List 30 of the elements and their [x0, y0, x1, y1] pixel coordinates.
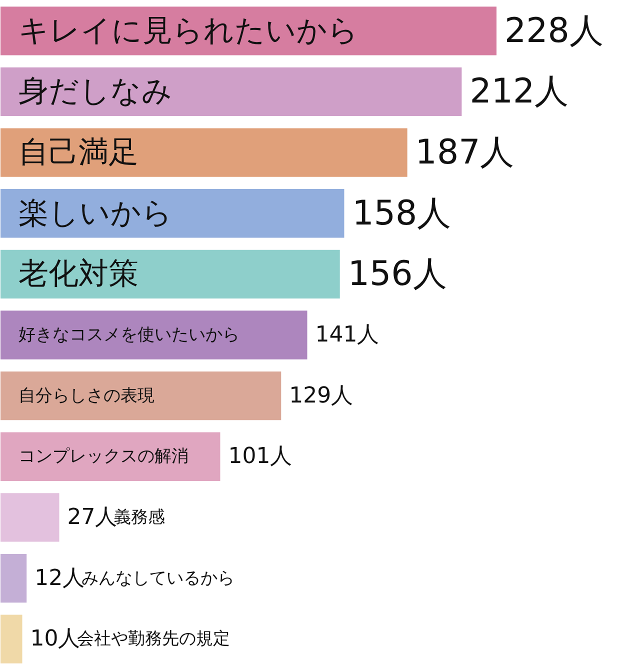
data-label: 27人	[67, 504, 118, 530]
bar	[0, 128, 408, 177]
data-label: 156人	[348, 254, 447, 294]
y-tick-label: 自分らしさの表現	[18, 386, 154, 406]
bar	[0, 614, 22, 664]
bar	[0, 493, 60, 542]
y-tick-label: 自己満足	[18, 135, 138, 170]
y-tick-label: 老化対策	[18, 256, 138, 292]
bar	[0, 189, 344, 238]
y-tick-label: 身だしなみ	[18, 74, 172, 110]
data-label: 228人	[504, 10, 604, 51]
bar	[0, 310, 308, 360]
bar	[0, 371, 282, 420]
bar	[0, 67, 462, 116]
y-tick-label: 好きなコスメを使いたいから	[18, 325, 240, 345]
bar	[0, 6, 496, 56]
data-label: 141人	[315, 322, 380, 348]
data-label: 12人	[34, 566, 85, 591]
data-label: 158人	[352, 193, 452, 234]
bar	[0, 432, 220, 481]
data-label: 187人	[415, 132, 514, 173]
y-tick-label: キレイに見られたいから	[18, 13, 358, 48]
data-label: 101人	[228, 444, 292, 470]
y-tick-label: コンプレックスの解消	[18, 446, 188, 467]
data-label: 212人	[470, 72, 569, 112]
bar	[0, 250, 340, 299]
data-label: 129人	[289, 383, 354, 408]
data-label: 10人	[30, 626, 80, 652]
bar	[0, 554, 27, 603]
y-tick-label: 楽しいから	[18, 196, 172, 231]
